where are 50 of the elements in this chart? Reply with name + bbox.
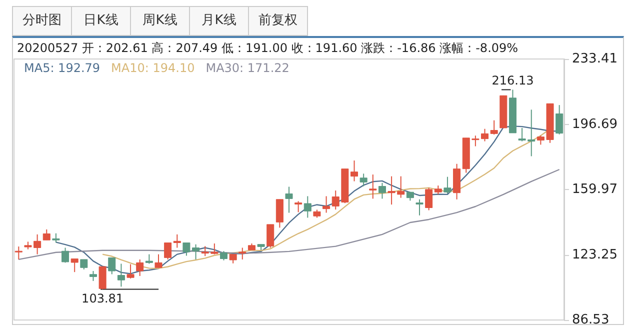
text: 前复权 — [248, 6, 308, 36]
candlestick — [126, 264, 134, 279]
y-tick-label: 233.41 — [572, 52, 618, 66]
candlestick — [453, 163, 461, 200]
candlestick — [89, 270, 97, 282]
candlestick — [220, 250, 228, 261]
candlestick — [154, 254, 162, 268]
annotation: 103.81 — [82, 291, 124, 306]
text: 分时图 — [12, 6, 72, 36]
candlestick — [425, 187, 433, 211]
candlestick — [229, 254, 237, 264]
candlestick — [80, 258, 88, 270]
candlestick — [360, 173, 368, 187]
text: MA30: 171.22 — [206, 61, 290, 75]
candlestick — [136, 258, 144, 276]
candlestick — [276, 198, 284, 228]
text: MA10: 194.10 — [111, 61, 195, 75]
line-series — [18, 168, 560, 260]
candlestick — [238, 247, 246, 260]
candlestick — [42, 228, 50, 241]
candlestick — [145, 254, 153, 264]
y-tick-label: 86.53 — [572, 312, 610, 328]
text: MA5: 192.79 — [24, 61, 100, 75]
candlestick — [294, 200, 302, 213]
y-tick-label: 159.97 — [572, 182, 618, 197]
candlestick — [173, 234, 181, 248]
y-tick-label: 123.25 — [572, 247, 618, 262]
text: 日K线 — [71, 6, 131, 36]
candlestick — [164, 242, 172, 260]
candlestick — [52, 232, 60, 244]
y-tick-label: 196.69 — [572, 116, 618, 132]
candlestick — [98, 266, 106, 290]
annotation: 216.13 — [492, 74, 534, 88]
candlestick — [369, 174, 377, 200]
candlestick — [108, 257, 116, 275]
candlestick — [378, 182, 386, 200]
candlestick — [266, 224, 274, 248]
candlestick — [490, 120, 498, 136]
text: 月K线 — [189, 6, 249, 36]
candlestick — [416, 198, 424, 216]
candlestick — [444, 176, 452, 194]
candlestick — [322, 196, 330, 214]
candlestick — [62, 247, 70, 264]
candlestick — [285, 186, 293, 214]
candlestick — [117, 263, 125, 288]
candlestick — [304, 196, 312, 218]
candlestick — [14, 246, 22, 260]
chart-title: 20200527 开：202.61 高：207.49 低：191.00 收：191.60 涨跌：-16.86 涨幅：-8.09% — [17, 40, 518, 57]
candlestick — [70, 258, 78, 273]
text: 周K线 — [130, 6, 190, 36]
